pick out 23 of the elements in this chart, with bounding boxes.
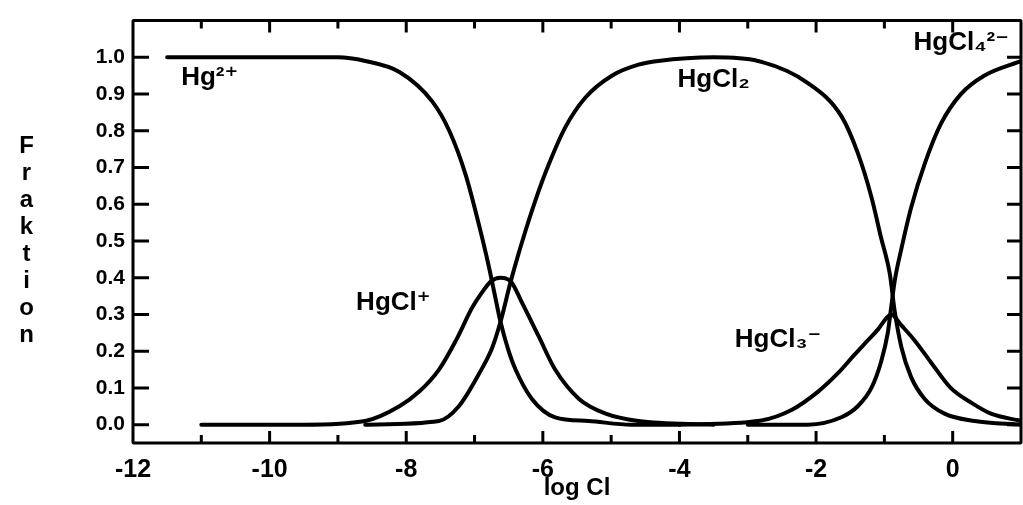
- y-tick-label: 0.9: [95, 80, 125, 104]
- y-tick-label: 0.1: [95, 374, 126, 398]
- x-tick-label: -10: [251, 453, 288, 482]
- y-tick-label: 0.7: [95, 154, 125, 178]
- y-tick-label: 0.6: [95, 191, 125, 215]
- y-tick-label: 0.4: [95, 264, 126, 288]
- x-tick-label: 0: [945, 453, 960, 482]
- x-tick-label: -2: [804, 453, 828, 482]
- y-tick-label: 1.0: [95, 44, 125, 68]
- series-label: HgCl₄²⁻: [913, 26, 1009, 57]
- series-label: HgCl⁺: [356, 285, 431, 316]
- x-tick-label: -4: [668, 453, 691, 482]
- y-tick-label: 0.3: [95, 301, 125, 325]
- y-tick-label: 0.5: [95, 227, 126, 251]
- y-tick-label: 0.8: [95, 117, 126, 141]
- y-axis-title: Fraktion: [13, 130, 40, 347]
- y-tick-label: 0.2: [95, 337, 125, 361]
- series-label: Hg²⁺: [181, 60, 239, 91]
- x-tick-label: -8: [395, 453, 418, 482]
- series-label: HgCl₂: [677, 62, 750, 93]
- x-tick-label: -12: [114, 453, 152, 482]
- series-label: HgCl₃⁻: [734, 322, 822, 353]
- y-tick-label: 0.0: [95, 411, 125, 435]
